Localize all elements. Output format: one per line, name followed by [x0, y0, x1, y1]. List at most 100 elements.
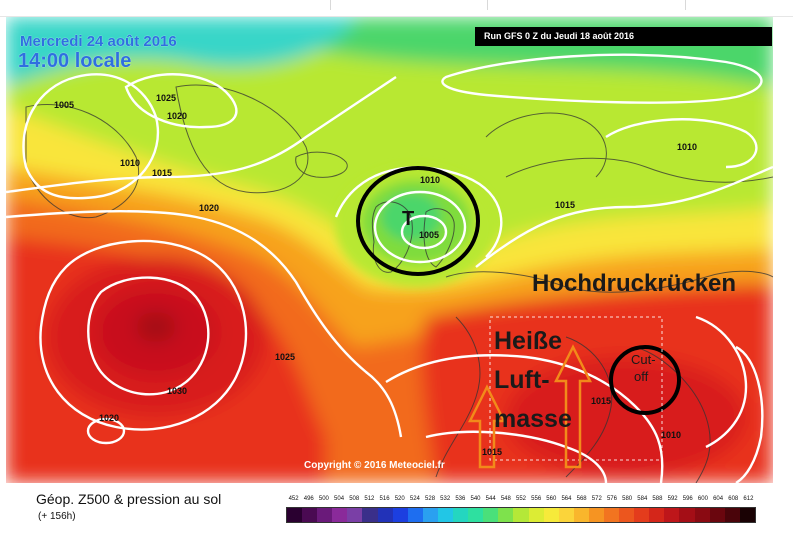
scale-value-label: 528 — [425, 496, 436, 502]
scale-value-label: 516 — [379, 496, 390, 502]
scale-value-label: 532 — [440, 496, 451, 502]
right-gutter — [773, 17, 793, 483]
scale-value-label: 540 — [470, 496, 481, 502]
legend-title: Géop. Z500 & pression au sol — [36, 491, 222, 507]
legend-subtitle: (+ 156h) — [38, 511, 76, 522]
scale-swatch — [287, 508, 303, 522]
isobar-label: 1020 — [99, 413, 120, 423]
color-scale-labels: 452 496 500 504 508 512 516 520 524 528 532 536 540 5… — [286, 496, 756, 506]
scale-value-label: 564 — [561, 496, 572, 502]
scale-swatch — [332, 508, 348, 522]
isobar-label: 1025 — [275, 352, 296, 362]
cutoff-line1: Cut- — [631, 352, 656, 367]
cutoff-circle — [609, 345, 681, 415]
scale-swatch — [588, 508, 604, 522]
isobar-label: 1015 — [482, 447, 503, 457]
isobar-label: 1025 — [156, 93, 177, 103]
map-time: 14:00 locale — [18, 50, 132, 72]
weather-map — [6, 17, 773, 483]
scale-swatch — [392, 508, 408, 522]
scale-value-label: 496 — [303, 496, 314, 502]
scale-value-label: 572 — [591, 496, 602, 502]
scale-value-label: 576 — [606, 496, 617, 502]
scale-swatch — [739, 508, 755, 522]
run-banner: Run GFS 0 Z du Jeudi 18 août 2016 — [475, 27, 772, 46]
isobar-label: 1020 — [199, 203, 220, 213]
arrow-up-left — [467, 384, 507, 469]
chrome-divider — [685, 0, 686, 10]
scale-swatch — [709, 508, 725, 522]
scale-value-label: 596 — [682, 496, 693, 502]
low-circle — [356, 166, 480, 276]
scale-value-label: 524 — [409, 496, 420, 502]
scale-swatch — [543, 508, 559, 522]
scale-swatch — [664, 508, 680, 522]
scale-swatch — [724, 508, 740, 522]
scale-swatch — [573, 508, 589, 522]
isobar-label: 1010 — [661, 430, 682, 440]
color-scale-bar — [286, 507, 756, 523]
scale-swatch — [362, 508, 378, 522]
low-pressure-symbol: T — [402, 208, 415, 230]
scale-swatch — [634, 508, 650, 522]
scale-value-label: 508 — [349, 496, 360, 502]
scale-swatch — [498, 508, 514, 522]
scale-value-label: 544 — [485, 496, 496, 502]
cutoff-line2: off — [634, 369, 649, 384]
hot-airmass-line2: Luft- — [494, 366, 550, 394]
scale-swatch — [528, 508, 544, 522]
scale-value-label: 452 — [288, 496, 299, 502]
scale-swatch — [619, 508, 635, 522]
scale-swatch — [317, 508, 333, 522]
scale-value-label: 604 — [713, 496, 724, 502]
scale-value-label: 568 — [576, 496, 587, 502]
scale-swatch — [558, 508, 574, 522]
scale-swatch — [453, 508, 469, 522]
scale-value-label: 608 — [728, 496, 739, 502]
isobar-label: 1015 — [591, 396, 612, 406]
scale-value-label: 552 — [515, 496, 527, 502]
isobar-label: 1005 — [54, 100, 75, 110]
chrome-divider — [487, 0, 488, 10]
coastlines — [25, 84, 773, 483]
scale-swatch — [649, 508, 665, 522]
arrow-up-right — [553, 344, 593, 469]
browser-top-strip — [0, 0, 793, 17]
scale-swatch — [422, 508, 438, 522]
weather-map-svg — [6, 17, 773, 483]
scale-value-label: 500 — [318, 496, 329, 502]
scale-swatch — [347, 508, 363, 522]
scale-swatch — [513, 508, 529, 522]
scale-swatch — [407, 508, 423, 522]
scale-swatch — [679, 508, 695, 522]
map-date: Mercredi 24 août 2016 — [20, 33, 177, 50]
scale-value-label: 584 — [637, 496, 648, 502]
scale-value-label: 548 — [500, 496, 511, 502]
isobar-label: 1010 — [120, 158, 141, 168]
isobar-label: 1010 — [677, 142, 698, 152]
scale-swatch — [468, 508, 484, 522]
scale-swatch — [603, 508, 620, 522]
scale-value-label: 580 — [622, 496, 633, 502]
scale-swatch — [377, 508, 393, 522]
isobar-label: 1005 — [419, 230, 440, 240]
scale-value-label: 512 — [364, 496, 375, 502]
isobar-label: 1020 — [167, 111, 188, 121]
scale-value-label: 588 — [652, 496, 663, 502]
chrome-divider — [330, 0, 331, 10]
scale-value-label: 520 — [394, 496, 405, 502]
isobar-label: 1015 — [555, 200, 576, 210]
scale-value-label: 592 — [667, 496, 678, 502]
hot-airmass-line3: masse — [494, 405, 572, 433]
scale-value-label: 504 — [334, 496, 345, 502]
scale-swatch — [302, 508, 318, 522]
hot-airmass-line1: Heiße — [494, 327, 563, 355]
scale-value-label: 600 — [697, 496, 708, 502]
scale-value-label: 556 — [531, 496, 542, 502]
scale-value-label: 560 — [546, 496, 557, 502]
scale-swatch — [694, 508, 710, 522]
scale-swatch — [437, 508, 454, 522]
dashed-region-box — [489, 316, 663, 461]
scale-swatch — [483, 508, 499, 522]
